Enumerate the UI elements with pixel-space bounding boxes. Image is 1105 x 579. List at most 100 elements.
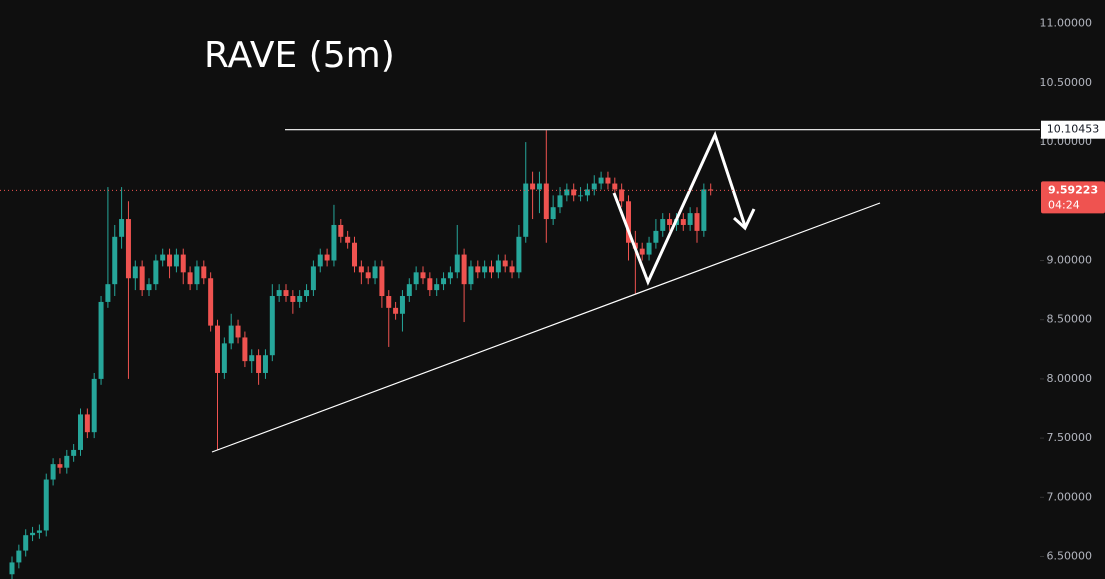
candle-body [454,254,460,273]
last-price-label: 9.59223 [1048,183,1098,196]
candle-body [36,530,42,533]
candle-body [379,266,385,297]
candle-body [201,266,207,279]
candle-body [112,236,118,285]
candle-body [393,307,399,314]
candle-body [242,337,248,362]
candle-body [57,464,63,468]
candle-body [653,230,659,243]
candle-body [160,254,166,261]
candle-body [550,207,556,220]
candle-body [9,562,15,575]
y-tick-label: 6.50000 [1047,550,1093,563]
candle-body [304,290,310,297]
y-tick-label: 9.00000 [1047,253,1093,266]
y-tick-label: 7.50000 [1047,431,1093,444]
candle-body [276,290,282,297]
candle-body [427,278,433,291]
candle-body [406,284,412,297]
candle-body [139,266,145,291]
candle-body [468,266,474,285]
y-tick-label: 8.00000 [1047,372,1093,385]
candle-body [543,183,549,220]
candle-body [146,284,152,291]
candle-body [694,213,700,231]
candle-body [269,296,275,356]
candle-body [687,213,693,225]
candle-body [701,189,707,231]
y-tick-label: 7.00000 [1047,490,1093,503]
candle-body [119,219,125,237]
candle-body [125,219,131,279]
candle-body [187,272,193,285]
candle-body [153,260,159,285]
y-tick-label: 8.50000 [1047,313,1093,326]
candle-body [591,183,597,190]
candle-body [578,195,584,197]
candle-body [194,266,200,285]
candle-body [372,266,378,279]
candle-body [256,355,262,373]
candle-body [509,266,515,273]
candle-body [98,301,104,379]
candle-body [420,272,426,279]
candle-body [680,219,686,225]
candle-body [434,284,440,291]
candle-body [660,219,666,231]
candle-body [612,183,618,190]
candle-body [64,455,70,468]
candle-body [502,260,508,267]
candle-body [78,414,83,450]
candle-body [564,189,570,196]
candle-body [167,254,173,267]
candle-body [215,325,220,373]
candle-body [516,236,522,273]
candle-body [598,177,604,184]
candle-body [352,242,357,267]
candle-body [386,296,392,308]
candle-body [482,266,488,273]
candle-body [571,189,577,196]
candle-body [489,266,494,273]
candle-body [249,355,255,362]
candle-body [584,189,590,196]
candle-body [475,266,481,273]
zigzag-arrow [612,130,747,286]
trendline [211,202,881,453]
candle-body [324,254,330,261]
level-label: 10.10453 [1047,123,1100,136]
candle-body [413,272,419,285]
candle-body [639,248,645,255]
candle-body [345,236,351,243]
last-price-box [1041,181,1105,214]
candle-body [317,254,323,267]
candle-body [557,195,563,208]
candle-body [310,266,316,291]
candle-body [441,278,447,285]
candle-body [708,189,714,191]
candle-body [461,254,467,285]
candle-body [290,296,296,302]
candle-body [23,535,29,551]
candle-body [132,266,138,279]
chart-title: RAVE (5m) [204,35,395,76]
candle-body [30,532,36,536]
candle-body [523,183,529,237]
candle-body [84,414,90,433]
arrow-head [732,208,756,231]
candle-body [105,284,111,302]
candle-body [331,224,337,261]
candle-body [228,325,234,344]
candle-body [50,464,56,480]
candle-body [365,272,371,279]
candle-body [221,343,227,373]
candle-body [667,219,673,225]
candle-body [447,272,453,279]
candle-body [338,224,344,237]
candle-body [71,449,77,456]
candle-body [283,290,289,297]
candle-body [180,254,186,273]
candle-body [605,177,611,184]
